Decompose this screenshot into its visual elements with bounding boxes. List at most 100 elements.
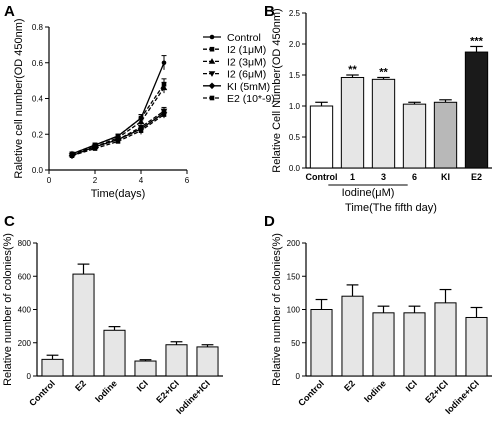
panel-d-bar bbox=[434, 302, 457, 377]
panel-a-data-point bbox=[115, 139, 121, 144]
panel-b-y-tick-label: 0.0 bbox=[289, 164, 301, 173]
panel-a-series bbox=[68, 81, 168, 157]
panel-a-legend-label: Control bbox=[227, 32, 261, 44]
panel-b-category-label: E2 bbox=[471, 172, 482, 182]
panel-a-legend-label: I2 (6μM) bbox=[227, 69, 266, 81]
panel-b-y-tick-label: 1.5 bbox=[289, 71, 301, 80]
panel-a-x-tick-label: 0 bbox=[47, 176, 52, 185]
panel-a-legend-label: I2 (3μM) bbox=[227, 56, 266, 68]
panel-a-y-tick-label: 0.8 bbox=[32, 23, 44, 32]
panel-d-y-tick-label: 200 bbox=[287, 239, 301, 248]
panel-c-bar-chart: 0 200 400 600 800 Relative number of colonies… bbox=[2, 233, 223, 416]
panel-a-data-point bbox=[137, 118, 145, 125]
panel-d-bar bbox=[310, 309, 333, 377]
panel-d-bar bbox=[341, 295, 364, 377]
panel-d-y-tick-label: 100 bbox=[287, 306, 301, 315]
panel-a-y-tick-label: 0.6 bbox=[32, 59, 44, 68]
panel-b-bar bbox=[371, 78, 396, 169]
panel-c-category-label: E2+ICI bbox=[154, 378, 181, 405]
panel-b-y-tick-label: 1.0 bbox=[289, 102, 301, 111]
panel-c-y-tick-label: 600 bbox=[18, 272, 32, 281]
panel-letter-c: C bbox=[4, 213, 15, 230]
panel-d-y-tick-label: 0 bbox=[296, 372, 301, 381]
panel-a-data-point bbox=[160, 84, 168, 91]
panel-b-category-label: 6 bbox=[412, 172, 417, 182]
panel-d-category-label: E2+ICI bbox=[423, 378, 450, 405]
panel-b-significance-label: ** bbox=[379, 66, 388, 78]
panel-b-y-axis-title: Relative Cell Number(OD 450nm) bbox=[271, 8, 283, 172]
panel-d-y-tick-label: 50 bbox=[291, 339, 300, 348]
panel-b-significance-label: *** bbox=[470, 35, 484, 47]
panel-a-data-point bbox=[92, 146, 98, 151]
panel-a-series bbox=[69, 110, 167, 158]
panel-d-category-label: Iodine+ICI bbox=[443, 378, 481, 416]
panel-c-bar bbox=[72, 273, 95, 377]
panel-c-y-axis-title: Relative number of colonies(%) bbox=[2, 233, 14, 386]
panel-b-y-tick-label: 2.5 bbox=[289, 9, 301, 18]
panel-a-y-axis-title: Raletive cell number(OD 450nm) bbox=[13, 18, 25, 178]
panel-a-legend-marker bbox=[208, 58, 216, 64]
panel-a-legend-marker bbox=[209, 34, 215, 40]
panel-a-y-tick-label: 0.2 bbox=[32, 130, 44, 139]
panel-b-significance-label: ** bbox=[348, 64, 357, 76]
panel-c-category-label: Iodine bbox=[93, 378, 119, 404]
panel-d-category-label: Iodine bbox=[362, 378, 388, 404]
panel-c-category-label: ICI bbox=[135, 378, 150, 393]
panel-b-bar-chart: 0.0 0.5 1.0 1.5 2.0 2.5 Relative Cell Number(O… bbox=[271, 8, 492, 214]
panel-a-legend-marker bbox=[209, 95, 215, 101]
panel-a-legend-label: E2 (10*-9) bbox=[227, 93, 275, 105]
panel-d-category-label: ICI bbox=[404, 378, 419, 393]
panel-a-data-point bbox=[161, 112, 167, 117]
panel-c-bar bbox=[165, 344, 188, 377]
panel-a-x-axis-title: Time(days) bbox=[91, 188, 146, 200]
panel-c-category-label: E2 bbox=[73, 378, 88, 393]
panel-a-x-tick-label: 6 bbox=[185, 176, 190, 185]
panel-b-bar bbox=[433, 101, 458, 169]
panel-b-y-tick-label: 0.5 bbox=[289, 133, 301, 142]
panel-d-category-label: Control bbox=[296, 378, 326, 408]
panel-c-bar bbox=[41, 358, 64, 377]
panel-b-category-label: KI bbox=[441, 172, 450, 182]
panel-a-line-chart: 0.0 0.2 0.4 0.6 0.8 0 2 4 6 Time(days) Raletive ce… bbox=[13, 18, 275, 200]
panel-b-bar bbox=[309, 105, 334, 169]
panel-b-bar bbox=[402, 103, 427, 169]
panel-c-y-tick-label: 400 bbox=[18, 306, 32, 315]
panel-c-bar bbox=[134, 360, 157, 377]
panel-d-category-label: E2 bbox=[342, 378, 357, 393]
panel-b-category-label: 1 bbox=[350, 172, 355, 182]
panel-b-group-label: Iodine(μM) bbox=[342, 187, 395, 199]
panel-d-bar bbox=[403, 312, 426, 377]
panel-a-data-point bbox=[138, 128, 144, 133]
panel-letter-d: D bbox=[264, 213, 275, 230]
panel-d-y-tick-label: 150 bbox=[287, 272, 301, 281]
panel-letter-a: A bbox=[4, 3, 15, 20]
panel-a-legend-label: KI (5mM) bbox=[227, 81, 270, 93]
panel-c-category-label: Control bbox=[27, 378, 57, 408]
panel-a-legend-label: I2 (1μM) bbox=[227, 44, 266, 56]
panel-b-bar bbox=[464, 51, 489, 169]
panel-c-bar bbox=[103, 329, 126, 377]
panel-b-bar bbox=[340, 76, 365, 169]
panel-d-bar-chart: 0 50 100 150 200 Relative number of colonies(… bbox=[271, 233, 492, 416]
panel-d-bar bbox=[465, 316, 488, 377]
panel-b-y-tick-label: 2.0 bbox=[289, 40, 301, 49]
panel-c-y-tick-label: 0 bbox=[27, 372, 32, 381]
panel-b-category-label: Control bbox=[306, 172, 338, 182]
panel-a-legend-marker bbox=[208, 82, 216, 90]
panel-a-legend-marker bbox=[208, 71, 216, 77]
panel-a-y-tick-label: 0.4 bbox=[32, 95, 44, 104]
panel-b-category-label: 3 bbox=[381, 172, 386, 182]
panel-c-y-tick-label: 200 bbox=[18, 339, 32, 348]
panel-d-bar bbox=[372, 312, 395, 377]
panel-b-x-axis-title: Time(The fifth day) bbox=[345, 202, 437, 214]
panel-c-category-label: Iodine+ICI bbox=[174, 378, 212, 416]
panel-c-bar bbox=[196, 346, 219, 377]
panel-a-y-tick-label: 0.0 bbox=[32, 166, 44, 175]
panel-d-y-axis-title: Relative number of colonies(%) bbox=[271, 233, 283, 386]
panel-a-data-point bbox=[69, 153, 75, 158]
panel-a-x-tick-label: 4 bbox=[139, 176, 144, 185]
panel-letter-b: B bbox=[264, 3, 275, 20]
panel-c-y-tick-label: 800 bbox=[18, 239, 32, 248]
panel-a-data-point bbox=[161, 60, 167, 66]
